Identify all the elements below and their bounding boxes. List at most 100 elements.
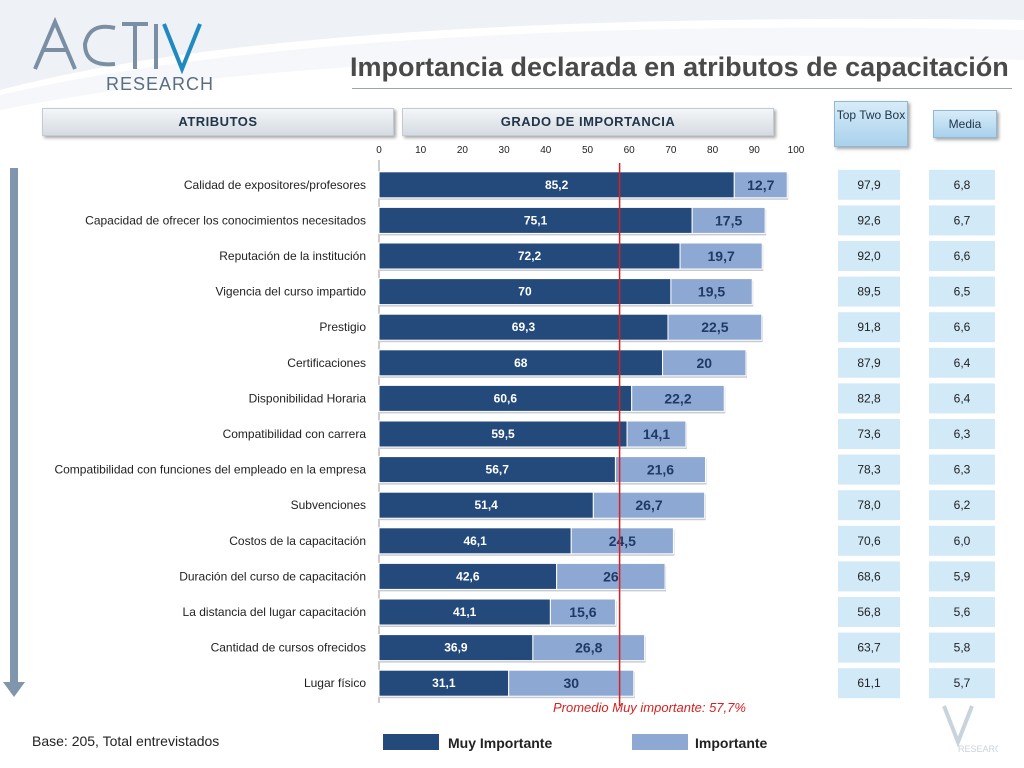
x-tick-label: 40 (540, 145, 552, 156)
top-two-box-cell (836, 167, 902, 202)
category-label: La distancia del lugar capacitación (183, 605, 366, 619)
bar-importante (691, 206, 766, 234)
media-value: 6,3 (954, 427, 971, 441)
category-label: Costos de la capacitación (229, 534, 366, 548)
category-label: Compatibilidad con carrera (223, 427, 367, 441)
category-label: Certificaciones (287, 356, 366, 370)
x-tick-label: 100 (788, 145, 805, 156)
legend-label-importante: Importante (695, 735, 768, 751)
value-label-importante: 22,5 (701, 319, 728, 335)
bar-importante (614, 456, 707, 484)
legend-label-muy-importante: Muy Importante (448, 735, 553, 751)
media-cell (927, 381, 997, 416)
bar-importante (670, 278, 753, 306)
category-label: Subvenciones (291, 498, 366, 512)
media-cell (927, 310, 997, 345)
top-two-box-value: 70,6 (857, 534, 881, 548)
top-two-box-cell (836, 630, 902, 665)
media-cell (927, 488, 997, 523)
x-tick-label: 90 (749, 145, 761, 156)
top-two-box-cell (836, 417, 902, 451)
media-value: 6,2 (954, 498, 971, 512)
media-value: 5,9 (954, 569, 971, 583)
title-divider (352, 88, 1012, 89)
top-two-box-value: 91,8 (857, 320, 881, 334)
category-label: Calidad de expositores/profesores (184, 178, 366, 192)
value-label-importante: 15,6 (569, 604, 596, 620)
top-two-box-value: 73,6 (857, 427, 881, 441)
bar-muy-importante (378, 349, 664, 377)
top-two-box-cell (836, 523, 902, 558)
media-value: 6,4 (954, 356, 971, 370)
top-two-box-cell (836, 310, 902, 345)
media-value: 6,0 (954, 534, 971, 548)
value-label-importante: 14,1 (643, 426, 670, 442)
top-two-box-cell (836, 488, 902, 523)
value-label-muy-importante: 46,1 (463, 534, 487, 548)
value-label-importante: 21,6 (647, 462, 674, 478)
value-label-muy-importante: 72,2 (518, 249, 542, 263)
footer-logo: RESEARCH (942, 705, 998, 754)
bar-importante (549, 598, 616, 626)
value-label-importante: 26,8 (575, 640, 602, 656)
media-cell (927, 666, 997, 701)
top-two-box-value: 56,8 (857, 605, 881, 619)
grade-header: GRADO DE IMPORTANCIA (402, 108, 774, 136)
bar-muy-importante (378, 456, 616, 484)
top-two-box-value: 63,7 (857, 641, 881, 655)
x-tick-label: 20 (457, 145, 469, 156)
media-cell (927, 203, 997, 238)
category-label: Capacidad de ofrecer los conocimientos n… (85, 213, 366, 227)
top-two-box-value: 92,0 (857, 249, 881, 263)
top-two-box-cell (836, 595, 902, 629)
top-two-box-cell (836, 666, 902, 701)
bar-importante (570, 527, 674, 555)
media-cell (927, 345, 997, 380)
bar-muy-importante (378, 384, 633, 412)
x-tick-label: 0 (376, 145, 382, 156)
top-two-box-value: 78,0 (857, 498, 881, 512)
value-label-importante: 26 (603, 568, 619, 584)
top-two-box-cell (836, 274, 902, 309)
top-two-box-cell (836, 381, 902, 416)
top-two-box-header: Top Two Box (834, 101, 908, 147)
top-two-box-value: 87,9 (857, 356, 881, 370)
value-label-importante: 19,5 (698, 284, 725, 300)
bar-importante (556, 562, 666, 590)
top-two-box-value: 97,9 (857, 178, 881, 192)
x-tick-label: 60 (624, 145, 636, 156)
top-two-box-cell (836, 345, 902, 380)
value-label-importante: 30 (563, 675, 579, 691)
value-label-importante: 24,5 (609, 533, 636, 549)
value-label-muy-importante: 36,9 (444, 641, 468, 655)
x-tick-label: 70 (665, 145, 677, 156)
bar-importante (631, 384, 725, 412)
page-title: Importancia declarada en atributos de ca… (350, 52, 1009, 82)
bar-importante (508, 669, 635, 697)
value-label-muy-importante: 41,1 (453, 605, 477, 619)
value-label-muy-importante: 59,5 (491, 427, 515, 441)
attributes-header: ATRIBUTOS (42, 108, 394, 136)
value-label-muy-importante: 69,3 (512, 320, 536, 334)
media-header: Media (933, 110, 997, 138)
bar-muy-importante (378, 527, 572, 555)
value-label-importante: 20 (696, 355, 712, 371)
value-label-muy-importante: 85,2 (545, 178, 569, 192)
category-label: Disponibilidad Horaria (249, 391, 367, 405)
media-cell (927, 274, 997, 309)
value-label-muy-importante: 51,4 (474, 498, 498, 512)
bar-importante (733, 171, 788, 199)
media-cell (927, 452, 997, 487)
legend-swatch-muy-importante (383, 734, 439, 750)
value-label-importante: 12,7 (747, 177, 774, 193)
bar-importante (662, 349, 747, 377)
media-cell (927, 559, 997, 594)
bar-muy-importante (378, 206, 693, 234)
x-tick-label: 30 (499, 145, 511, 156)
bar-muy-importante (378, 669, 510, 697)
category-label: Prestigio (319, 320, 366, 334)
media-value: 6,7 (954, 213, 971, 227)
media-cell (927, 417, 997, 451)
base-note: Base: 205, Total entrevistados (32, 733, 220, 749)
